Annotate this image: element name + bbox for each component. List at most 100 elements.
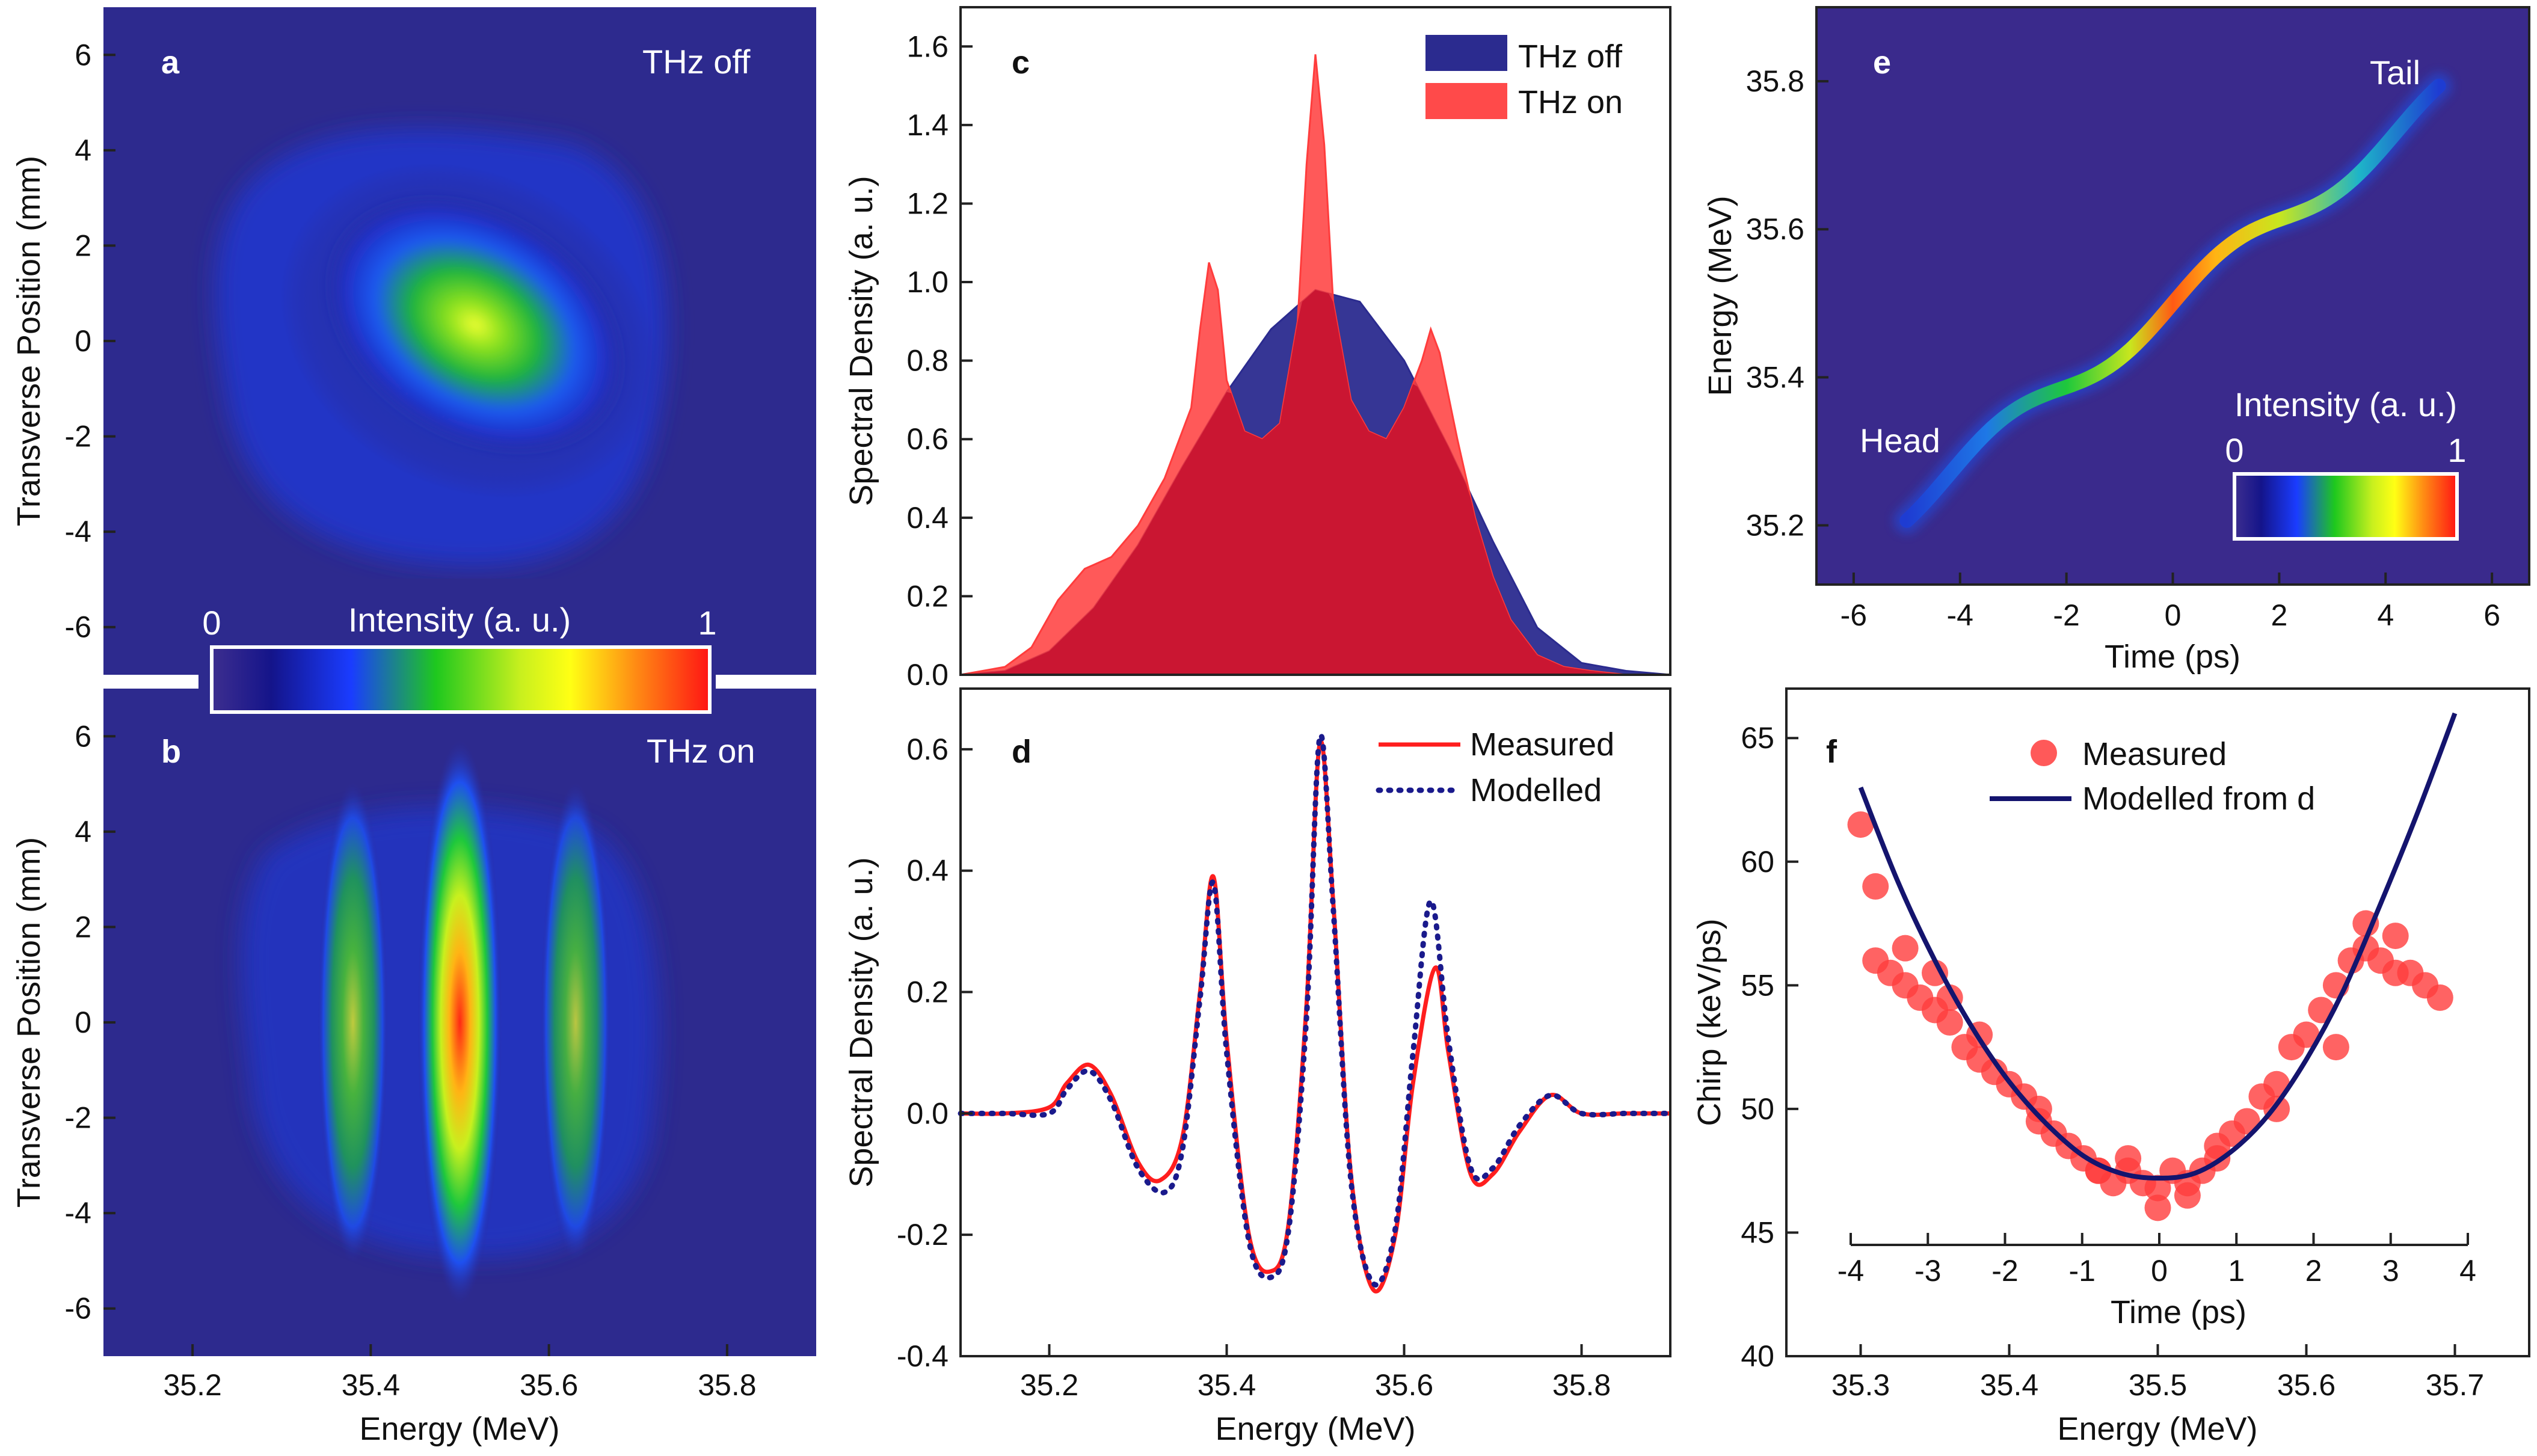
panel-f-point-49 bbox=[2322, 1034, 2349, 1061]
panel-b-ytick-label-3: 0 bbox=[75, 1006, 91, 1039]
panel-b-xtick-label-1: 35.4 bbox=[342, 1368, 400, 1402]
panel-b-ytick-label-4: -2 bbox=[65, 1101, 91, 1135]
panel-f-point-51 bbox=[2115, 1145, 2142, 1172]
panel-e-colorbar: Intensity (a. u.) 0 1 bbox=[2225, 386, 2467, 541]
panel-f-point-28 bbox=[2263, 1070, 2290, 1098]
panel-e-ytick-label-3: 35.2 bbox=[1746, 509, 1804, 542]
panel-f-label: f bbox=[1826, 734, 1837, 770]
panel-d-xtick-label-1: 35.4 bbox=[1198, 1368, 1256, 1402]
colorbar-ab-min: 0 bbox=[202, 604, 221, 642]
panel-e-label: e bbox=[1873, 45, 1891, 81]
panel-e-ytick-label-2: 35.4 bbox=[1746, 360, 1804, 394]
panel-b-xtick-label-0: 35.2 bbox=[163, 1368, 221, 1402]
panel-c-ytick-label-5: 1.0 bbox=[906, 265, 949, 299]
panel-e-xtick-label-5: 4 bbox=[2377, 598, 2394, 632]
panel-f-y-axis: 40 45 50 55 60 65 bbox=[1741, 721, 1798, 1373]
panel-b-x-label: Energy (MeV) bbox=[359, 1411, 559, 1447]
panel-f-y-label: Chirp (keV/ps) bbox=[1691, 918, 1727, 1126]
panel-d-x-axis: 35.2 35.4 35.6 35.8 bbox=[1020, 1344, 1611, 1402]
panel-f-time-axis: -4 -3 -2 -1 0 1 2 3 4 bbox=[1837, 1233, 2476, 1288]
panel-e-y-axis: 35.8 35.6 35.4 35.2 bbox=[1746, 64, 1828, 542]
panel-d-xtick-label-3: 35.8 bbox=[1552, 1368, 1611, 1402]
panel-f-point-54 bbox=[2352, 910, 2379, 937]
panel-f-x-label: Energy (MeV) bbox=[2057, 1411, 2257, 1447]
panel-f-xtick-label-4: 35.7 bbox=[2426, 1368, 2484, 1402]
panel-f-point-6 bbox=[1936, 1009, 1963, 1036]
colorbar-ab-gradient bbox=[210, 645, 712, 714]
panel-f-time-tick-label-8: 4 bbox=[2459, 1254, 2476, 1288]
panel-a-y-axis: 6 4 2 0 -2 -4 -6 bbox=[65, 38, 115, 644]
panel-a: a THz off 6 4 2 0 -2 -4 -6 Transverse Position… bbox=[11, 7, 816, 675]
panel-c-legend: THz off THz on bbox=[1425, 35, 1623, 120]
colorbar-ab-label: Intensity (a. u.) bbox=[348, 601, 571, 639]
panel-f-point-30 bbox=[2293, 1021, 2320, 1048]
panel-f-point-46 bbox=[2144, 1194, 2171, 1221]
panel-e-xtick-label-0: -6 bbox=[1840, 598, 1867, 632]
panel-e-head-label: Head bbox=[1860, 422, 1940, 459]
panel-f-time-tick-label-7: 3 bbox=[2382, 1254, 2399, 1288]
panel-c-ytick-label-2: 0.4 bbox=[906, 501, 949, 535]
panel-f-ytick-label-1: 45 bbox=[1741, 1215, 1774, 1249]
panel-c-area-overlap bbox=[961, 290, 1670, 675]
panel-e-xtick-label-4: 2 bbox=[2271, 598, 2287, 632]
panel-f-model-line bbox=[1858, 712, 2458, 1181]
panel-c-ytick-label-3: 0.6 bbox=[906, 422, 949, 456]
panel-f-xtick-label-3: 35.6 bbox=[2277, 1368, 2336, 1402]
panel-c-legend-swatch-on bbox=[1425, 83, 1507, 119]
panel-a-y-label: Transverse Position (mm) bbox=[11, 156, 47, 526]
panel-f-legend-label-model: Modelled from d bbox=[2082, 781, 2315, 817]
panel-f-point-20 bbox=[2144, 1175, 2171, 1202]
panel-f-xtick-label-2: 35.5 bbox=[2129, 1368, 2187, 1402]
panel-e-tail-label: Tail bbox=[2370, 54, 2420, 91]
panel-a-label: a bbox=[161, 45, 180, 81]
panel-d-legend-label-modelled: Modelled bbox=[1470, 772, 1602, 808]
panel-c-ytick-label-1: 0.2 bbox=[906, 579, 949, 613]
panel-c-label: c bbox=[1012, 45, 1030, 81]
panel-e-colorbar-min: 0 bbox=[2225, 431, 2243, 469]
panel-d-line-modelled bbox=[958, 733, 1673, 1288]
panel-f-time-tick-label-3: -1 bbox=[2069, 1254, 2096, 1288]
panel-f-time-tick-label-5: 1 bbox=[2228, 1254, 2245, 1288]
panel-e-colorbar-max: 1 bbox=[2447, 431, 2466, 469]
panel-d-legend-label-measured: Measured bbox=[1470, 726, 1614, 763]
panel-e-xtick-label-6: 6 bbox=[2483, 598, 2500, 632]
panel-b-xtick-label-3: 35.8 bbox=[698, 1368, 756, 1402]
panel-d-ytick-label-0: -0.4 bbox=[897, 1339, 949, 1373]
panel-f-series bbox=[1847, 712, 2458, 1221]
panel-e-colorbar-gradient bbox=[2233, 472, 2459, 541]
panel-c-y-label: Spectral Density (a. u.) bbox=[843, 176, 879, 506]
panel-f-ytick-label-2: 50 bbox=[1741, 1092, 1774, 1126]
panel-a-beam-core bbox=[324, 195, 626, 455]
panel-f-point-36 bbox=[2382, 923, 2409, 950]
panel-e-xtick-label-1: -4 bbox=[1947, 598, 1973, 632]
panel-f-point-52 bbox=[2174, 1182, 2201, 1209]
panel-d-ytick-label-2: 0.0 bbox=[906, 1096, 949, 1130]
panel-d-ytick-label-4: 0.4 bbox=[906, 854, 949, 888]
panel-f-point-45 bbox=[2085, 1157, 2112, 1184]
panel-e-ytick-label-0: 35.8 bbox=[1746, 64, 1804, 98]
panel-f-legend: Measured Modelled from d bbox=[1990, 736, 2315, 817]
panel-b: b THz on 6 4 2 0 -2 -4 -6 35.2 35.4 35.6 35.8 Tra… bbox=[11, 689, 816, 1447]
panel-f-point-39 bbox=[2426, 984, 2453, 1011]
panel-f-time-tick-label-0: -4 bbox=[1837, 1254, 1864, 1288]
panel-d-label: d bbox=[1012, 734, 1032, 770]
panel-f-point-26 bbox=[2233, 1108, 2260, 1135]
panel-d-x-label: Energy (MeV) bbox=[1215, 1411, 1415, 1447]
panel-a-annotation: THz off bbox=[642, 43, 751, 81]
panel-c-ytick-label-6: 1.2 bbox=[906, 186, 949, 220]
panel-b-x-axis: 35.2 35.4 35.6 35.8 bbox=[163, 1344, 757, 1402]
panel-d-ytick-label-1: -0.2 bbox=[897, 1218, 949, 1252]
panel-f-ytick-label-4: 60 bbox=[1741, 845, 1774, 879]
panel-b-label: b bbox=[161, 734, 181, 770]
colorbar-ab-max: 1 bbox=[698, 604, 716, 642]
panel-e-y-label: Energy (MeV) bbox=[1702, 195, 1738, 396]
panel-f-time-tick-label-4: 0 bbox=[2151, 1254, 2168, 1288]
panel-d-series bbox=[958, 733, 1673, 1294]
panel-e: 35.835.635.435.2 -6 -4 -2 0 2 4 6 e Head Tail … bbox=[1702, 6, 2530, 675]
panel-e-xtick-label-3: 0 bbox=[2165, 598, 2182, 632]
colorbar-ab: Intensity (a. u.) 0 1 bbox=[198, 579, 717, 720]
panel-d-ytick-label-5: 0.6 bbox=[906, 733, 949, 766]
panel-f-time-tick-label-1: -3 bbox=[1914, 1254, 1941, 1288]
